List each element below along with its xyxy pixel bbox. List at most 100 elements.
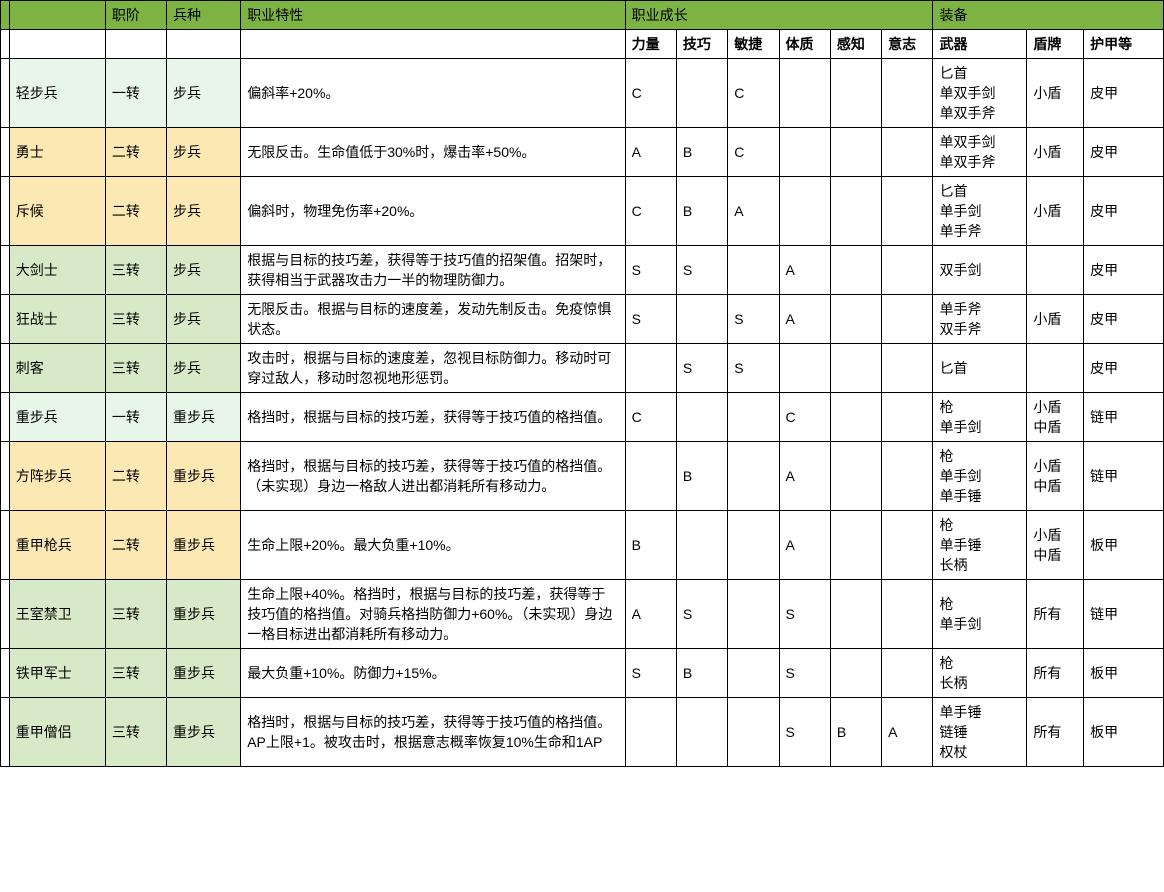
subhdr-per: 感知 <box>830 30 881 59</box>
cell-blank <box>1 177 10 246</box>
cell-wil <box>882 59 933 128</box>
table-row: 勇士二转步兵无限反击。生命值低于30%时，爆击率+50%。ABC单双手剑 单双手… <box>1 128 1164 177</box>
cell-trait: 偏斜时，物理免伤率+20%。 <box>241 177 625 246</box>
cell-trait: 生命上限+20%。最大负重+10%。 <box>241 511 625 580</box>
cell-skl <box>676 511 727 580</box>
cell-trait: 无限反击。生命值低于30%时，爆击率+50%。 <box>241 128 625 177</box>
cell-unit: 重步兵 <box>166 698 240 767</box>
cell-trait: 格挡时，根据与目标的技巧差，获得等于技巧值的格挡值。 <box>241 393 625 442</box>
cell-per <box>830 649 881 698</box>
hdr-blank <box>1 1 10 30</box>
cell-trait: 格挡时，根据与目标的技巧差，获得等于技巧值的格挡值。（未实现）身边一格敌人进出都… <box>241 442 625 511</box>
cell-shield: 小盾 <box>1027 59 1084 128</box>
cell-shield: 小盾 中盾 <box>1027 393 1084 442</box>
cell-shield: 小盾 中盾 <box>1027 511 1084 580</box>
header-row-1: 职阶 兵种 职业特性 职业成长 装备 <box>1 1 1164 30</box>
cell-rank: 二转 <box>105 511 166 580</box>
table-row: 刺客三转步兵攻击时，根据与目标的速度差，忽视目标防御力。移动时可穿过敌人，移动时… <box>1 344 1164 393</box>
cell-per <box>830 344 881 393</box>
cell-rank: 三转 <box>105 246 166 295</box>
cell-str <box>625 344 676 393</box>
cell-rank: 二转 <box>105 442 166 511</box>
cell-unit: 步兵 <box>166 246 240 295</box>
cell-shield: 小盾 <box>1027 128 1084 177</box>
cell-trait: 偏斜率+20%。 <box>241 59 625 128</box>
hdr-unit: 兵种 <box>166 1 240 30</box>
cell-skl: S <box>676 344 727 393</box>
cell-weapon: 单手斧 双手斧 <box>933 295 1027 344</box>
cell-blank <box>1 59 10 128</box>
cell-per <box>830 295 881 344</box>
subhdr-unit <box>166 30 240 59</box>
cell-unit: 步兵 <box>166 177 240 246</box>
cell-con <box>779 344 830 393</box>
cell-spd: A <box>728 177 779 246</box>
cell-name: 重甲枪兵 <box>9 511 105 580</box>
cell-shield: 所有 <box>1027 698 1084 767</box>
cell-name: 狂战士 <box>9 295 105 344</box>
cell-wil <box>882 177 933 246</box>
table-row: 大剑士三转步兵根据与目标的技巧差，获得等于技巧值的招架值。招架时，获得相当于武器… <box>1 246 1164 295</box>
table-row: 轻步兵一转步兵偏斜率+20%。CC匕首 单双手剑 单双手斧小盾皮甲 <box>1 59 1164 128</box>
cell-str: C <box>625 59 676 128</box>
cell-per <box>830 580 881 649</box>
cell-str: S <box>625 295 676 344</box>
cell-name: 铁甲军士 <box>9 649 105 698</box>
cell-skl: S <box>676 246 727 295</box>
cell-spd <box>728 580 779 649</box>
subhdr-skl: 技巧 <box>676 30 727 59</box>
cell-wil <box>882 246 933 295</box>
subhdr-trait <box>241 30 625 59</box>
cell-armor: 链甲 <box>1084 393 1164 442</box>
cell-per <box>830 511 881 580</box>
cell-con <box>779 177 830 246</box>
cell-armor: 皮甲 <box>1084 177 1164 246</box>
cell-blank <box>1 128 10 177</box>
cell-str: B <box>625 511 676 580</box>
cell-trait: 根据与目标的技巧差，获得等于技巧值的招架值。招架时，获得相当于武器攻击力一半的物… <box>241 246 625 295</box>
cell-skl: B <box>676 128 727 177</box>
cell-name: 王室禁卫 <box>9 580 105 649</box>
hdr-rank: 职阶 <box>105 1 166 30</box>
cell-con: S <box>779 580 830 649</box>
cell-wil <box>882 442 933 511</box>
cell-wil <box>882 295 933 344</box>
hdr-growth: 职业成长 <box>625 1 933 30</box>
cell-wil <box>882 649 933 698</box>
cell-armor: 皮甲 <box>1084 246 1164 295</box>
cell-weapon: 双手剑 <box>933 246 1027 295</box>
cell-str: A <box>625 128 676 177</box>
cell-con: C <box>779 393 830 442</box>
cell-skl: B <box>676 442 727 511</box>
cell-spd: C <box>728 59 779 128</box>
cell-armor: 链甲 <box>1084 580 1164 649</box>
cell-rank: 三转 <box>105 580 166 649</box>
table-row: 王室禁卫三转重步兵生命上限+40%。格挡时，根据与目标的技巧差，获得等于技巧值的… <box>1 580 1164 649</box>
subhdr-spd: 敏捷 <box>728 30 779 59</box>
header-row-2: 力量 技巧 敏捷 体质 感知 意志 武器 盾牌 护甲等 <box>1 30 1164 59</box>
cell-per <box>830 246 881 295</box>
class-table: 职阶 兵种 职业特性 职业成长 装备 力量 技巧 敏捷 体质 感知 意志 武器 … <box>0 0 1164 767</box>
cell-weapon: 枪 长柄 <box>933 649 1027 698</box>
cell-str: C <box>625 177 676 246</box>
cell-rank: 三转 <box>105 344 166 393</box>
cell-armor: 板甲 <box>1084 511 1164 580</box>
cell-blank <box>1 698 10 767</box>
cell-name: 方阵步兵 <box>9 442 105 511</box>
cell-con <box>779 59 830 128</box>
cell-con: S <box>779 698 830 767</box>
cell-per <box>830 442 881 511</box>
cell-con: A <box>779 511 830 580</box>
cell-weapon: 匕首 <box>933 344 1027 393</box>
table-row: 重步兵一转重步兵格挡时，根据与目标的技巧差，获得等于技巧值的格挡值。CC枪 单手… <box>1 393 1164 442</box>
cell-rank: 二转 <box>105 128 166 177</box>
cell-weapon: 匕首 单双手剑 单双手斧 <box>933 59 1027 128</box>
cell-armor: 皮甲 <box>1084 128 1164 177</box>
subhdr-rank <box>105 30 166 59</box>
cell-weapon: 匕首 单手剑 单手斧 <box>933 177 1027 246</box>
cell-blank <box>1 580 10 649</box>
cell-str <box>625 698 676 767</box>
cell-unit: 重步兵 <box>166 580 240 649</box>
cell-con: A <box>779 442 830 511</box>
cell-wil <box>882 128 933 177</box>
